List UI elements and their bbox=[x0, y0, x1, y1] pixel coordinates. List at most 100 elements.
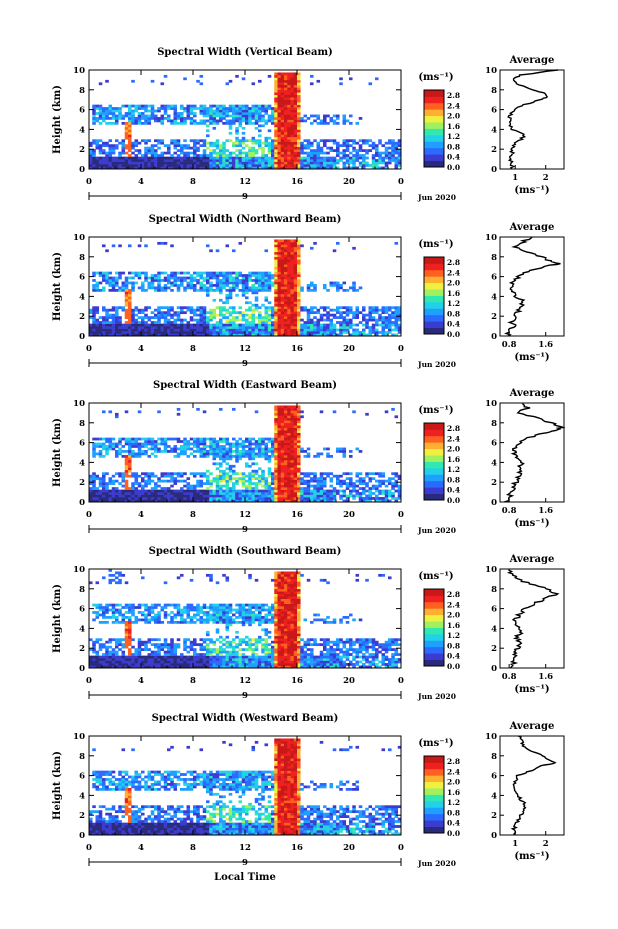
heatmap-cell bbox=[225, 166, 230, 170]
heatmap-cell bbox=[251, 489, 256, 493]
heatmap-cell bbox=[180, 276, 184, 280]
heatmap-cell bbox=[277, 435, 282, 438]
heatmap-cell bbox=[141, 311, 145, 315]
heatmap-cell bbox=[235, 489, 239, 493]
heatmap-cell bbox=[293, 119, 298, 123]
heatmap-cell bbox=[111, 109, 116, 113]
heatmap-cell bbox=[280, 484, 285, 488]
heatmap-cell bbox=[176, 114, 181, 118]
heatmap-cell bbox=[284, 87, 288, 91]
heatmap-cell bbox=[225, 479, 230, 483]
heatmap-cell bbox=[261, 484, 265, 488]
heatmap-cell bbox=[349, 151, 353, 155]
heatmap-cell bbox=[228, 154, 233, 157]
heatmap-cell bbox=[290, 82, 295, 86]
heatmap-cell bbox=[271, 281, 275, 285]
heatmap-cell bbox=[358, 331, 363, 334]
heatmap-cell bbox=[264, 445, 269, 448]
heatmap-cell bbox=[108, 104, 113, 108]
heatmap-cell bbox=[173, 445, 178, 448]
heatmap-cell bbox=[306, 316, 311, 319]
heatmap-cell bbox=[258, 279, 262, 282]
heatmap-cell bbox=[134, 164, 139, 167]
heatmap-cell bbox=[342, 479, 347, 483]
heatmap-cell bbox=[368, 331, 373, 334]
colorbar-swatch bbox=[424, 160, 444, 168]
heatmap-cell bbox=[355, 472, 360, 476]
heatmap-cell bbox=[280, 254, 285, 258]
heatmap-cell bbox=[245, 119, 249, 123]
heatmap-cell bbox=[280, 156, 285, 160]
heatmap-cell bbox=[160, 323, 165, 327]
heatmap-cell bbox=[238, 306, 243, 310]
heatmap-cell bbox=[277, 281, 282, 285]
heatmap-cell bbox=[102, 454, 106, 458]
heatmap-cell bbox=[167, 487, 171, 490]
heatmap-cell bbox=[167, 450, 171, 453]
heatmap-cell bbox=[261, 331, 265, 334]
heatmap-cell bbox=[274, 328, 278, 332]
heatmap-cell bbox=[108, 166, 113, 170]
heatmap-cell bbox=[287, 452, 291, 456]
heatmap-cell bbox=[176, 144, 181, 148]
heatmap-cell bbox=[254, 291, 259, 295]
heatmap-cell bbox=[274, 459, 278, 463]
heatmap-cell bbox=[316, 321, 321, 324]
heatmap-cell bbox=[306, 146, 311, 150]
heatmap-cell bbox=[378, 489, 382, 493]
heatmap-cell bbox=[371, 323, 376, 327]
heatmap-cell bbox=[271, 109, 275, 113]
heatmap-cell bbox=[150, 497, 155, 500]
heatmap-cell bbox=[267, 437, 272, 441]
heatmap-cell bbox=[219, 159, 223, 162]
heatmap-cell bbox=[258, 124, 262, 128]
heatmap-cell bbox=[271, 159, 275, 162]
heatmap-cell bbox=[287, 288, 291, 292]
heatmap-cell bbox=[105, 144, 109, 148]
heatmap-cell bbox=[303, 306, 308, 310]
heatmap-cell bbox=[251, 487, 256, 490]
heatmap-cell bbox=[358, 477, 363, 481]
heatmap-cell bbox=[297, 313, 301, 317]
heatmap-cell bbox=[167, 306, 171, 310]
heatmap-cell bbox=[121, 149, 126, 152]
heatmap-cell bbox=[267, 146, 272, 150]
heatmap-cell bbox=[277, 102, 282, 105]
heatmap-cell bbox=[238, 499, 243, 503]
heatmap-cell bbox=[297, 97, 301, 100]
heatmap-cell bbox=[384, 333, 389, 337]
heatmap-cell bbox=[258, 159, 262, 162]
heatmap-cell bbox=[316, 311, 321, 315]
heatmap-cell bbox=[95, 494, 100, 498]
heatmap-cell bbox=[245, 450, 249, 453]
heatmap-cell bbox=[371, 328, 376, 332]
heatmap-cell bbox=[274, 276, 278, 280]
heatmap-cell bbox=[274, 474, 278, 478]
heatmap-cell bbox=[293, 241, 298, 245]
heatmap-cell bbox=[170, 326, 174, 329]
heatmap-cell bbox=[316, 497, 321, 500]
heatmap-cell bbox=[267, 318, 272, 322]
heatmap-cell bbox=[290, 462, 295, 466]
heatmap-cell bbox=[271, 139, 275, 143]
heatmap-cell bbox=[258, 284, 262, 287]
heatmap-cell bbox=[290, 477, 295, 481]
heatmap-cell bbox=[284, 121, 288, 125]
heatmap-cell bbox=[102, 114, 106, 118]
heatmap-cell bbox=[89, 489, 93, 493]
heatmap-cell bbox=[368, 313, 373, 317]
heatmap-cell bbox=[238, 494, 243, 498]
heatmap-cell bbox=[212, 323, 217, 327]
heatmap-cell bbox=[264, 136, 269, 140]
heatmap-cell bbox=[381, 159, 386, 162]
heatmap-cell bbox=[297, 74, 301, 78]
heatmap-cell bbox=[144, 104, 148, 108]
heatmap-cell bbox=[310, 323, 314, 327]
heatmap-cell bbox=[163, 311, 168, 315]
heatmap-cell bbox=[92, 328, 96, 332]
heatmap-cell bbox=[131, 472, 135, 476]
heatmap-cell bbox=[202, 331, 207, 334]
heatmap-cell bbox=[251, 291, 256, 295]
heatmap-cell bbox=[284, 313, 288, 317]
heatmap-cell bbox=[111, 328, 116, 332]
